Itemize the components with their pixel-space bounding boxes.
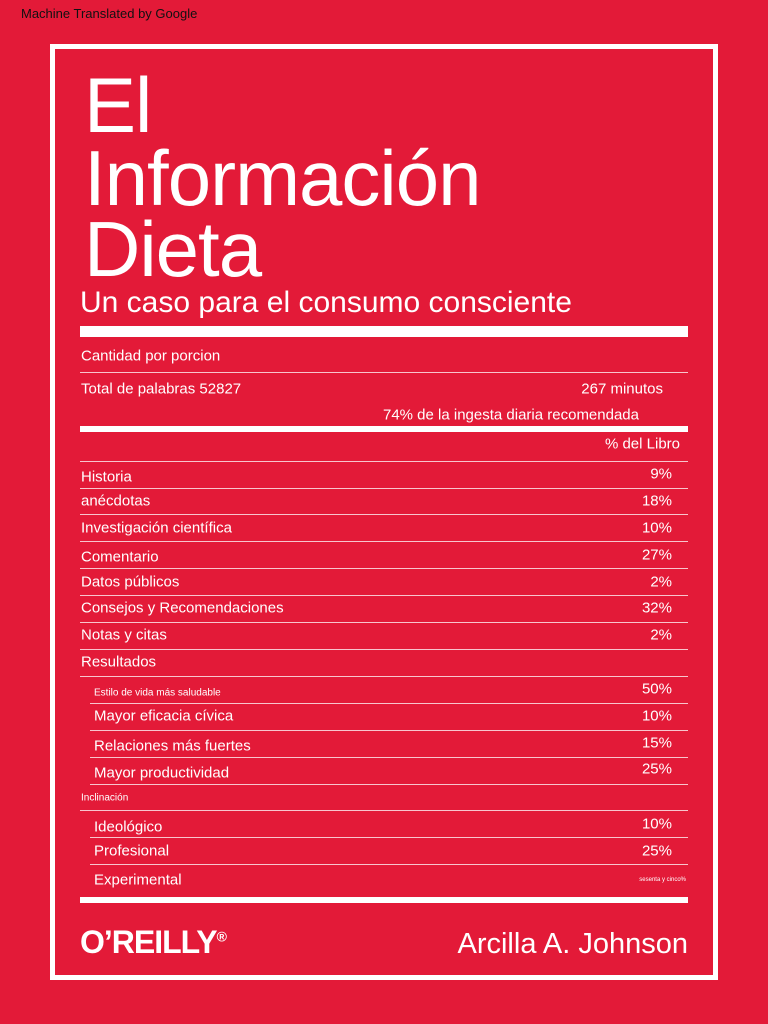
title-line-2: Información xyxy=(84,134,482,222)
divider xyxy=(80,568,688,569)
row-label: Comentario xyxy=(81,548,159,566)
divider xyxy=(90,837,688,838)
divider xyxy=(90,730,688,731)
serving-label: Cantidad por porcion xyxy=(81,347,221,365)
divider xyxy=(80,372,688,373)
title-line-1: El xyxy=(84,61,152,149)
cover-frame xyxy=(50,44,718,980)
row-label: anécdotas xyxy=(81,492,151,510)
divider xyxy=(80,810,688,811)
divider xyxy=(90,864,688,865)
row-label: Mayor productividad xyxy=(94,764,230,782)
daily-intake: 74% de la ingesta diaria recomendada xyxy=(382,406,639,424)
row-label: Inclinación xyxy=(81,792,129,804)
divider xyxy=(80,514,688,515)
row-value: 18% xyxy=(641,492,672,510)
row-value: sesenta y cinco% xyxy=(639,877,686,883)
title-line-3: Dieta xyxy=(84,205,262,293)
row-value: 50% xyxy=(641,680,672,698)
divider xyxy=(90,703,688,704)
row-label: Mayor eficacia cívica xyxy=(94,707,234,725)
row-label: Notas y citas xyxy=(81,626,167,644)
machine-translation-label: Machine Translated by Google xyxy=(21,6,198,21)
row-value: 2% xyxy=(650,573,672,591)
publisher-logo: O’REILLY® xyxy=(80,924,227,961)
divider xyxy=(80,595,688,596)
subtitle: Un caso para el consumo consciente xyxy=(80,286,572,319)
row-value: 32% xyxy=(641,599,672,617)
row-value: 10% xyxy=(641,519,672,537)
row-value: 25% xyxy=(641,842,672,860)
publisher-name: O’REILLY xyxy=(80,924,218,960)
divider xyxy=(80,649,688,650)
row-value: 15% xyxy=(641,734,672,752)
divider xyxy=(80,622,688,623)
registered-mark: ® xyxy=(216,928,227,945)
row-value: 2% xyxy=(650,626,672,644)
row-label: Profesional xyxy=(94,842,170,860)
divider xyxy=(80,488,688,489)
percent-header: % del Libro xyxy=(604,435,680,453)
author-name: Arcilla A. Johnson xyxy=(457,928,688,960)
row-value: 27% xyxy=(641,546,672,564)
row-label: Consejos y Recomendaciones xyxy=(81,599,284,617)
row-label: Historia xyxy=(81,468,132,486)
thick-divider xyxy=(80,326,688,337)
minutes: 267 minutos xyxy=(581,380,663,398)
divider xyxy=(90,757,688,758)
row-value: 10% xyxy=(641,707,672,725)
row-label: Investigación científica xyxy=(81,519,232,537)
row-value: 10% xyxy=(641,815,672,833)
divider xyxy=(80,461,688,462)
row-value: 9% xyxy=(650,465,672,483)
row-label: Experimental xyxy=(94,871,182,889)
thick-divider xyxy=(80,426,688,432)
divider xyxy=(80,676,688,677)
row-label: Resultados xyxy=(81,653,157,671)
divider xyxy=(90,784,688,785)
row-value: 25% xyxy=(641,760,672,778)
row-label: Ideológico xyxy=(94,818,163,836)
total-words: Total de palabras 52827 xyxy=(81,380,242,398)
thick-divider xyxy=(80,897,688,903)
row-label: Relaciones más fuertes xyxy=(94,737,251,755)
divider xyxy=(80,541,688,542)
row-label: Datos públicos xyxy=(81,573,180,591)
row-label: Estilo de vida más saludable xyxy=(94,687,221,699)
